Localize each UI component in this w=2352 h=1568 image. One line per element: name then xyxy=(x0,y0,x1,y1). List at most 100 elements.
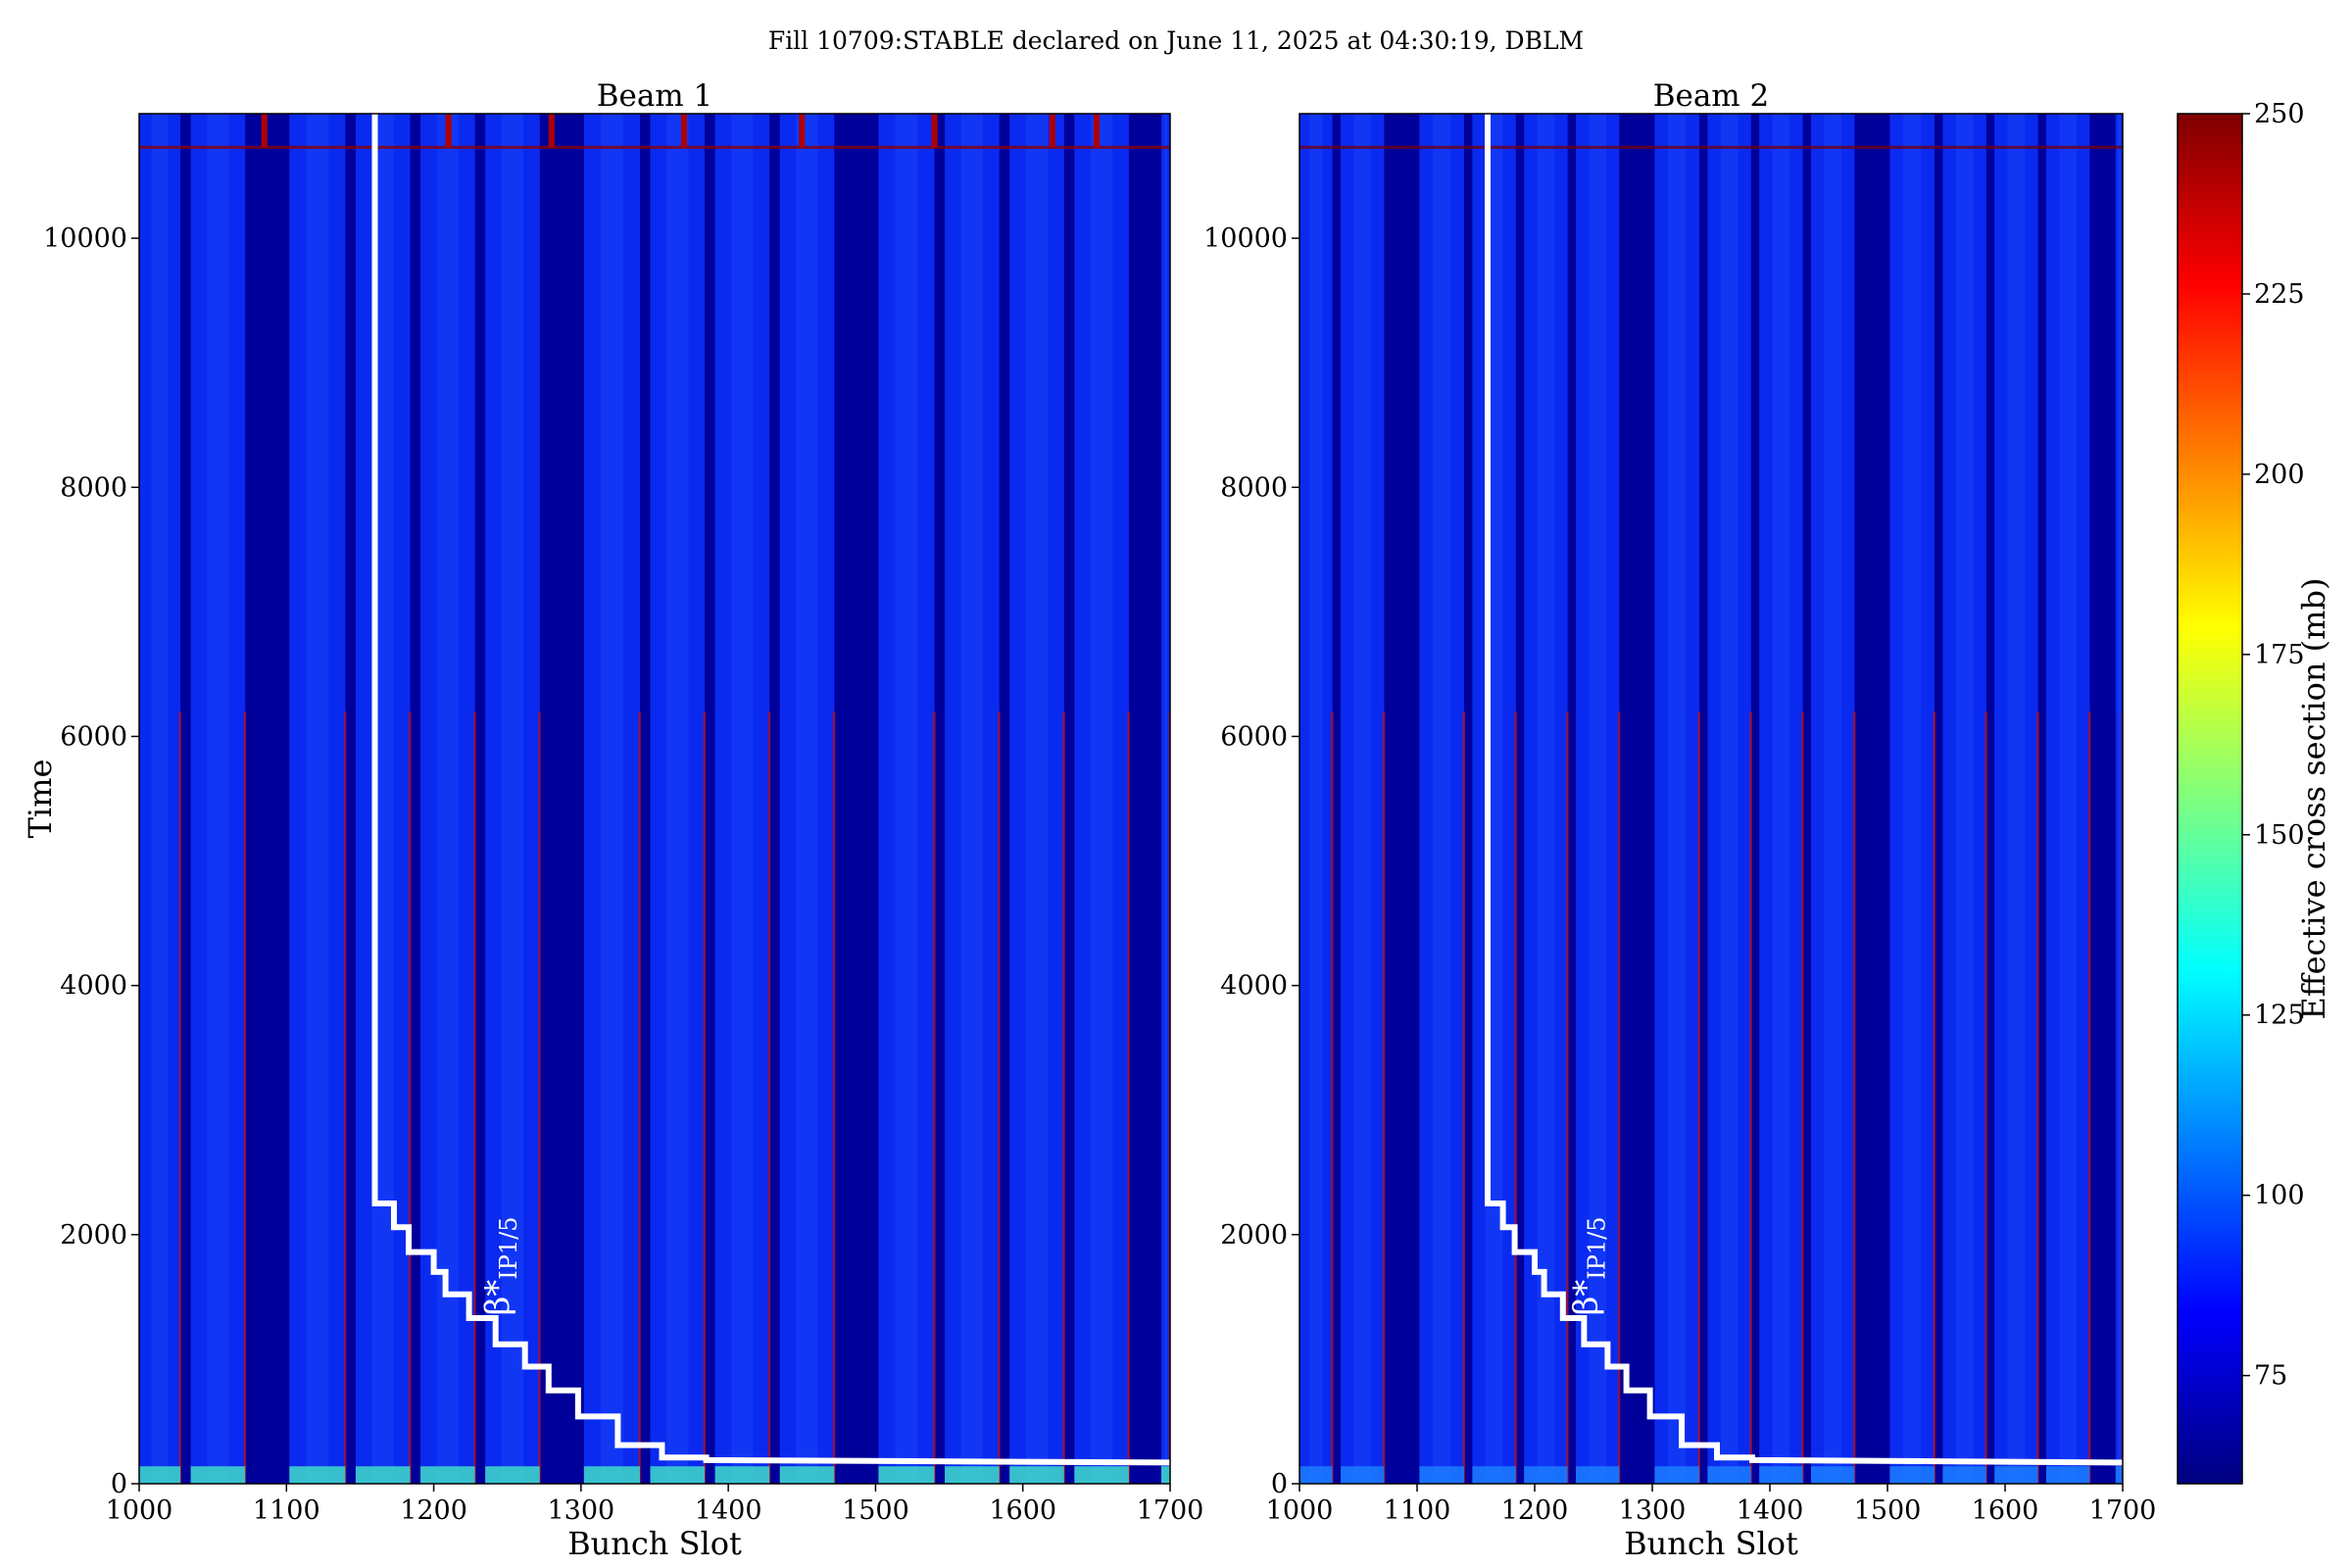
beam-1-edge-streak xyxy=(1127,711,1130,1484)
beam-2-beta-star-label: β*IP1/5 xyxy=(1567,1217,1611,1316)
beam-1-edge-streak xyxy=(473,711,476,1484)
beam-2-y-tick-label: 10000 xyxy=(1203,223,1288,254)
beam-1-y-tick-label: 0 xyxy=(111,1469,127,1499)
beam-1-edge-streak xyxy=(767,711,771,1484)
beam-1-filled-band xyxy=(289,114,346,1484)
beam-2-edge-streak xyxy=(1462,711,1465,1484)
colorbar-tick-label: 200 xyxy=(2254,460,2305,490)
beam-2-edge-streak xyxy=(1331,711,1334,1484)
beam-2-title: Beam 2 xyxy=(1653,78,1770,114)
beam-1-band-highlight xyxy=(501,114,524,1484)
beam-1-filled-band xyxy=(355,114,411,1484)
beam-1-filled-band xyxy=(1074,114,1129,1484)
beam-1-early-time-band xyxy=(583,1466,640,1484)
beam-1-x-tick-label: 1500 xyxy=(842,1495,909,1526)
beam-1-y-tick-label: 8000 xyxy=(60,472,127,503)
beam-1-x-axis-label: Bunch Slot xyxy=(567,1525,742,1562)
beam-1-edge-streak xyxy=(638,711,641,1484)
beam-2-filled-band xyxy=(2115,114,2123,1484)
beam-1-hot-spike xyxy=(1049,114,1055,148)
beam-1-panel: Beam 1 1000 1100 1200 1300 1400 1500 1600 1700 … xyxy=(22,78,1203,1562)
beam-1-band-highlight xyxy=(666,114,689,1484)
beam-1-early-time-band xyxy=(714,1466,770,1484)
beam-2-x-tick-label: 1200 xyxy=(1501,1495,1569,1526)
beam-2-x-tick-label: 1500 xyxy=(1854,1495,1922,1526)
beam-1-filled-band xyxy=(1009,114,1064,1484)
beam-1-x-tick-label: 1300 xyxy=(547,1495,614,1526)
beam-2-y-tick-label: 2000 xyxy=(1220,1220,1288,1250)
beam-2-early-time-band xyxy=(2046,1466,2090,1484)
beam-1-hot-spike xyxy=(1093,114,1100,148)
beam-2-band-highlight xyxy=(1720,114,1739,1484)
beam-2-x-tick-label: 1300 xyxy=(1619,1495,1687,1526)
beam-2-filled-band xyxy=(1707,114,1751,1484)
beam-2-band-highlight xyxy=(1433,114,1451,1484)
beam-2-edge-streak xyxy=(1749,711,1752,1484)
beam-2-early-time-band xyxy=(1576,1466,1620,1484)
beam-1-early-time-band xyxy=(779,1466,835,1484)
colorbar-tick-label: 250 xyxy=(2254,99,2305,129)
beam-1-band-highlight xyxy=(600,114,623,1484)
beam-2-early-time-band xyxy=(1707,1466,1751,1484)
beam-2-frame xyxy=(1298,113,2124,1485)
beam-1-edge-streak xyxy=(409,711,412,1484)
beam-2-x-ticks: 1000 1100 1200 1300 1400 1500 1600 1700 xyxy=(1266,1484,2157,1526)
beam-2-early-time-band xyxy=(1654,1466,1699,1484)
beam-2-x-tick-label: 1400 xyxy=(1737,1495,1804,1526)
beam-2-x-tick-label: 1000 xyxy=(1266,1495,1334,1526)
beam-2-filled-band xyxy=(1299,114,1333,1484)
beam-2-band-highlight xyxy=(2117,114,2121,1484)
beam-1-band-highlight xyxy=(207,114,229,1484)
beam-2-y-tick-label: 4000 xyxy=(1220,971,1288,1002)
beam-2-top-line xyxy=(1299,145,2123,149)
beam-1-title: Beam 1 xyxy=(597,78,713,114)
beam-2-early-time-band xyxy=(1889,1466,1935,1484)
beam-1-x-tick-label: 1100 xyxy=(253,1495,320,1526)
beam-2-edge-streak xyxy=(1984,711,1987,1484)
beam-1-edge-streak xyxy=(832,711,836,1484)
beam-1-early-time-band xyxy=(190,1466,246,1484)
beam-2-early-time-band xyxy=(1524,1466,1568,1484)
beam-2-early-time-band xyxy=(1994,1466,2038,1484)
beam-1-early-time-band xyxy=(650,1466,706,1484)
beam-2-early-time-band xyxy=(1942,1466,1986,1484)
beam-2-edge-streak xyxy=(2036,711,2039,1484)
beam-2-filled-band xyxy=(1654,114,1699,1484)
beam-1-y-tick-label: 10000 xyxy=(43,223,127,254)
beam-1-beta-star-label: β*IP1/5 xyxy=(478,1217,522,1316)
beam-1-filled-band xyxy=(945,114,1000,1484)
colorbar-gradient xyxy=(2177,113,2243,1485)
beam-1-filled-band xyxy=(650,114,706,1484)
beam-1-band-highlight xyxy=(1025,114,1049,1484)
beam-2-edge-streak xyxy=(1617,711,1621,1484)
beam-2-filled-band xyxy=(1889,114,1935,1484)
beam-1-band-highlight xyxy=(436,114,459,1484)
figure-title: Fill 10709:STABLE declared on June 11, 2… xyxy=(768,26,1584,55)
beam-1-edge-streak xyxy=(243,711,247,1484)
beam-1-hot-spike xyxy=(681,114,688,148)
beam-1-edge-streak xyxy=(178,711,182,1484)
beam-1-early-time-band xyxy=(420,1466,475,1484)
beam-2-early-time-band xyxy=(1759,1466,1803,1484)
beam-2-filled-band xyxy=(1419,114,1464,1484)
beam-1-filled-band xyxy=(420,114,475,1484)
beam-2-filled-band xyxy=(1942,114,1986,1484)
beam-2-x-tick-label: 1700 xyxy=(2089,1495,2157,1526)
beam-1-edge-streak xyxy=(933,711,936,1484)
colorbar-tick-label: 225 xyxy=(2254,279,2305,310)
beam-1-band-highlight xyxy=(1163,114,1168,1484)
beam-1-filled-band xyxy=(485,114,540,1484)
beam-2-filled-band xyxy=(1472,114,1516,1484)
beam-2-x-tick-label: 1100 xyxy=(1384,1495,1451,1526)
beam-1-y-tick-label: 6000 xyxy=(60,721,127,752)
beam-1-early-time-band xyxy=(139,1466,181,1484)
beam-2-band-highlight xyxy=(1537,114,1555,1484)
beam-2-edge-streak xyxy=(1566,711,1569,1484)
beam-1-hot-spike xyxy=(548,114,555,148)
beam-2-filled-band xyxy=(1994,114,2038,1484)
beam-2-y-tick-label: 0 xyxy=(1271,1469,1288,1499)
colorbar-ticks: 75 100 125 150 175 200 225 250 xyxy=(2242,99,2305,1392)
beam-2-filled-band xyxy=(1811,114,1855,1484)
beam-1-beta-star-line xyxy=(371,114,1170,1466)
